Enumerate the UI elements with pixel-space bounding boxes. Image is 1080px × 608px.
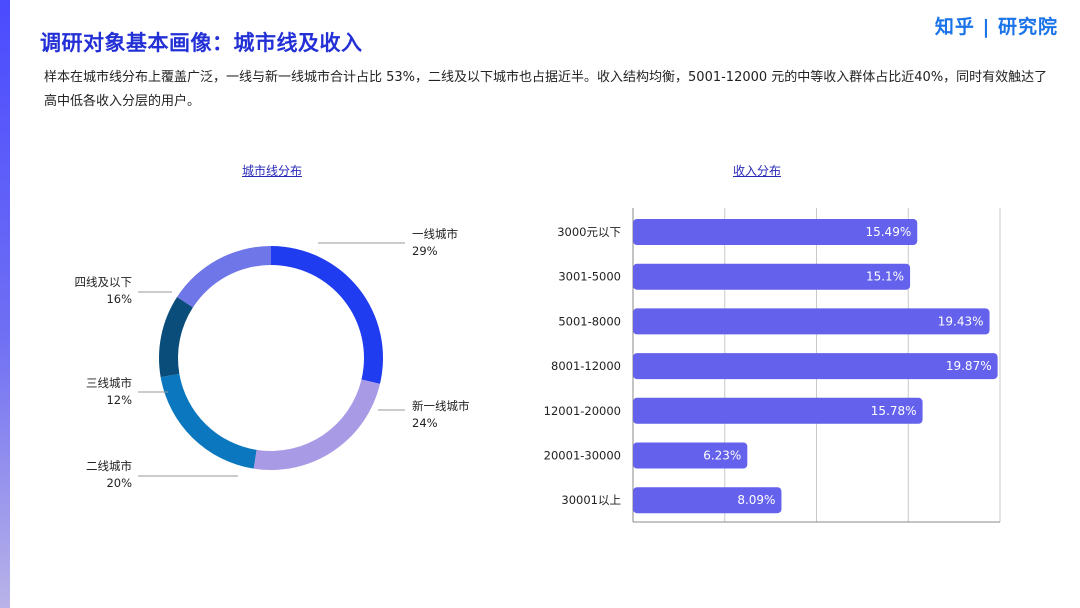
donut-slice (177, 246, 271, 308)
category-label: 8001-12000 (551, 359, 621, 373)
bar (633, 219, 918, 245)
donut-slice (159, 297, 193, 378)
bar-value-label: 15.78% (871, 404, 917, 418)
bar (633, 487, 782, 514)
slice-label: 四线及以下 (75, 275, 133, 289)
category-label: 5001-8000 (558, 314, 621, 328)
bar (633, 263, 911, 290)
page-description: 样本在城市线分布上覆盖广泛，一线与新一线城市合计占比 53%，二线及以下城市也占… (44, 70, 1048, 109)
slice-value: 29% (412, 244, 438, 258)
slice-label: 三线城市 (86, 376, 132, 390)
category-label: 3000元以下 (557, 225, 621, 239)
donut-chart-title: 城市线分布 (241, 164, 302, 178)
category-label: 12001-20000 (544, 404, 621, 418)
bar-value-label: 19.43% (938, 314, 984, 328)
bar-value-label: 6.23% (703, 449, 741, 463)
page-title: 调研对象基本画像：城市线及收入 (40, 31, 363, 55)
slice-value: 24% (412, 416, 438, 430)
bar (633, 308, 990, 335)
slice-label: 新一线城市 (412, 399, 470, 413)
bar-value-label: 15.49% (865, 225, 911, 239)
donut-slice (253, 379, 380, 471)
bar-value-label: 19.87% (946, 359, 992, 373)
slice-label: 二线城市 (86, 459, 132, 473)
bar (633, 397, 923, 424)
bar (633, 442, 748, 469)
donut-slice (160, 373, 257, 469)
donut-slice (271, 246, 383, 384)
bar-value-label: 8.09% (737, 493, 775, 507)
slice-value: 12% (106, 393, 132, 407)
category-label: 30001以上 (561, 493, 621, 507)
brand-logo: 知乎 | 研究院 (934, 16, 1058, 38)
slice-label: 一线城市 (412, 227, 458, 241)
category-label: 20001-30000 (544, 449, 621, 463)
bar (633, 353, 998, 380)
bar-chart-title: 收入分布 (732, 164, 781, 178)
slice-value: 20% (106, 476, 132, 490)
bar-value-label: 15.1% (866, 270, 904, 284)
category-label: 3001-5000 (558, 270, 621, 284)
slice-value: 16% (106, 292, 132, 306)
left-accent-bar (0, 0, 10, 608)
